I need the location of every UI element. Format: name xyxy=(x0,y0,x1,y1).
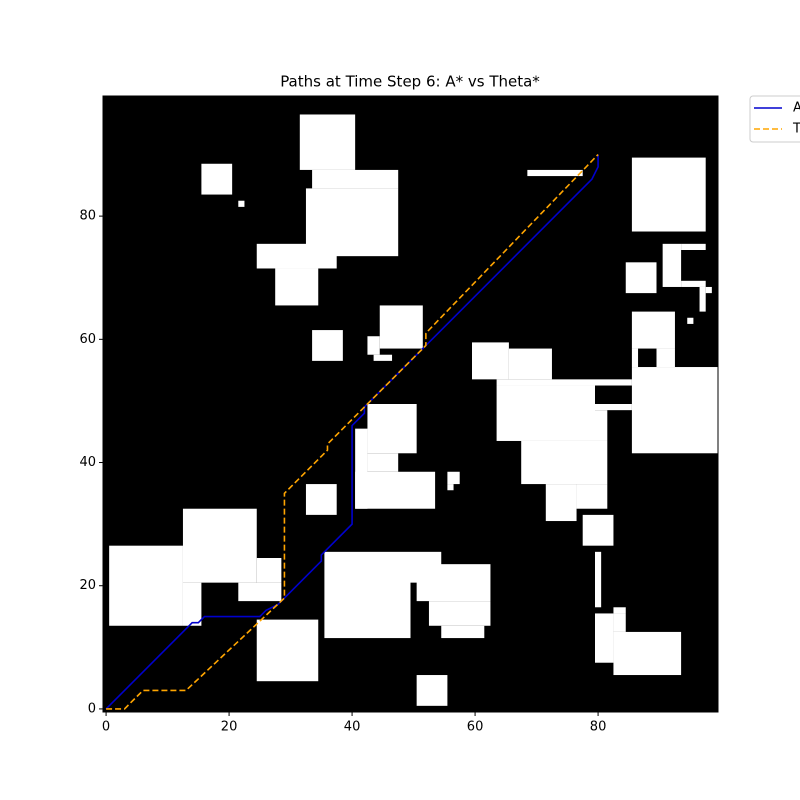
y-tick-label: 40 xyxy=(79,455,96,470)
obstacle xyxy=(367,404,417,454)
obstacle xyxy=(201,163,233,195)
legend-label: Theta* xyxy=(792,122,800,137)
obstacle xyxy=(582,514,614,546)
x-tick-label: 40 xyxy=(344,720,361,735)
obstacle xyxy=(699,286,706,312)
obstacle xyxy=(656,348,675,368)
obstacle xyxy=(367,336,380,355)
obstacle xyxy=(256,558,282,583)
obstacle xyxy=(182,508,257,583)
y-tick-label: 60 xyxy=(79,332,96,347)
obstacle xyxy=(256,619,319,682)
obstacle xyxy=(472,342,509,380)
obstacle xyxy=(631,367,718,454)
x-tick-label: 20 xyxy=(221,720,238,735)
path-line xyxy=(106,153,599,710)
obstacle xyxy=(631,311,675,349)
obstacle xyxy=(625,262,657,294)
obstacle xyxy=(373,354,393,361)
obstacle xyxy=(681,243,706,250)
obstacle xyxy=(613,607,626,614)
obstacle xyxy=(496,379,632,386)
obstacle xyxy=(416,564,491,602)
obstacle xyxy=(324,551,411,639)
obstacle xyxy=(613,613,626,632)
obstacle xyxy=(355,471,436,509)
obstacle xyxy=(182,582,202,626)
obstacle xyxy=(576,484,608,509)
obstacle xyxy=(687,317,694,324)
obstacle xyxy=(447,471,460,485)
obstacle xyxy=(312,169,399,189)
obstacle xyxy=(705,286,712,294)
obstacle xyxy=(238,582,282,602)
obstacle xyxy=(275,268,319,306)
obstacle xyxy=(379,305,423,349)
obstacle xyxy=(367,453,399,472)
obstacle xyxy=(305,484,337,515)
obstacle xyxy=(613,631,682,676)
obstacle xyxy=(631,348,639,368)
x-tick-label: 80 xyxy=(590,720,607,735)
y-tick-label: 20 xyxy=(79,578,96,593)
legend: A* Theta* xyxy=(749,95,800,143)
obstacle xyxy=(595,410,608,441)
obstacle xyxy=(527,169,583,177)
obstacle xyxy=(441,625,485,639)
obstacle xyxy=(256,243,337,269)
obstacle xyxy=(662,243,682,287)
obstacle xyxy=(299,114,356,170)
x-tick-label: 0 xyxy=(102,720,110,735)
obstacle xyxy=(447,484,454,491)
obstacle xyxy=(521,440,608,485)
obstacle xyxy=(545,484,577,522)
y-tick-label: 80 xyxy=(79,209,96,224)
y-tick-label: 0 xyxy=(88,701,96,716)
obstacle xyxy=(416,675,448,706)
obstacle xyxy=(496,385,595,441)
obstacle xyxy=(681,280,706,287)
axes-frame xyxy=(102,95,719,713)
obstacle xyxy=(595,613,614,663)
obstacle xyxy=(595,404,632,411)
obstacle xyxy=(631,157,706,232)
obstacle xyxy=(595,551,602,608)
obstacle xyxy=(508,348,552,380)
x-tick-label: 60 xyxy=(467,720,484,735)
obstacle xyxy=(312,330,343,361)
obstacle xyxy=(109,545,183,626)
legend-label: A* xyxy=(793,101,800,116)
path-line xyxy=(105,154,599,710)
obstacle xyxy=(428,601,491,626)
obstacle xyxy=(238,200,245,207)
chart-title: Paths at Time Step 6: A* vs Theta* xyxy=(280,73,540,91)
